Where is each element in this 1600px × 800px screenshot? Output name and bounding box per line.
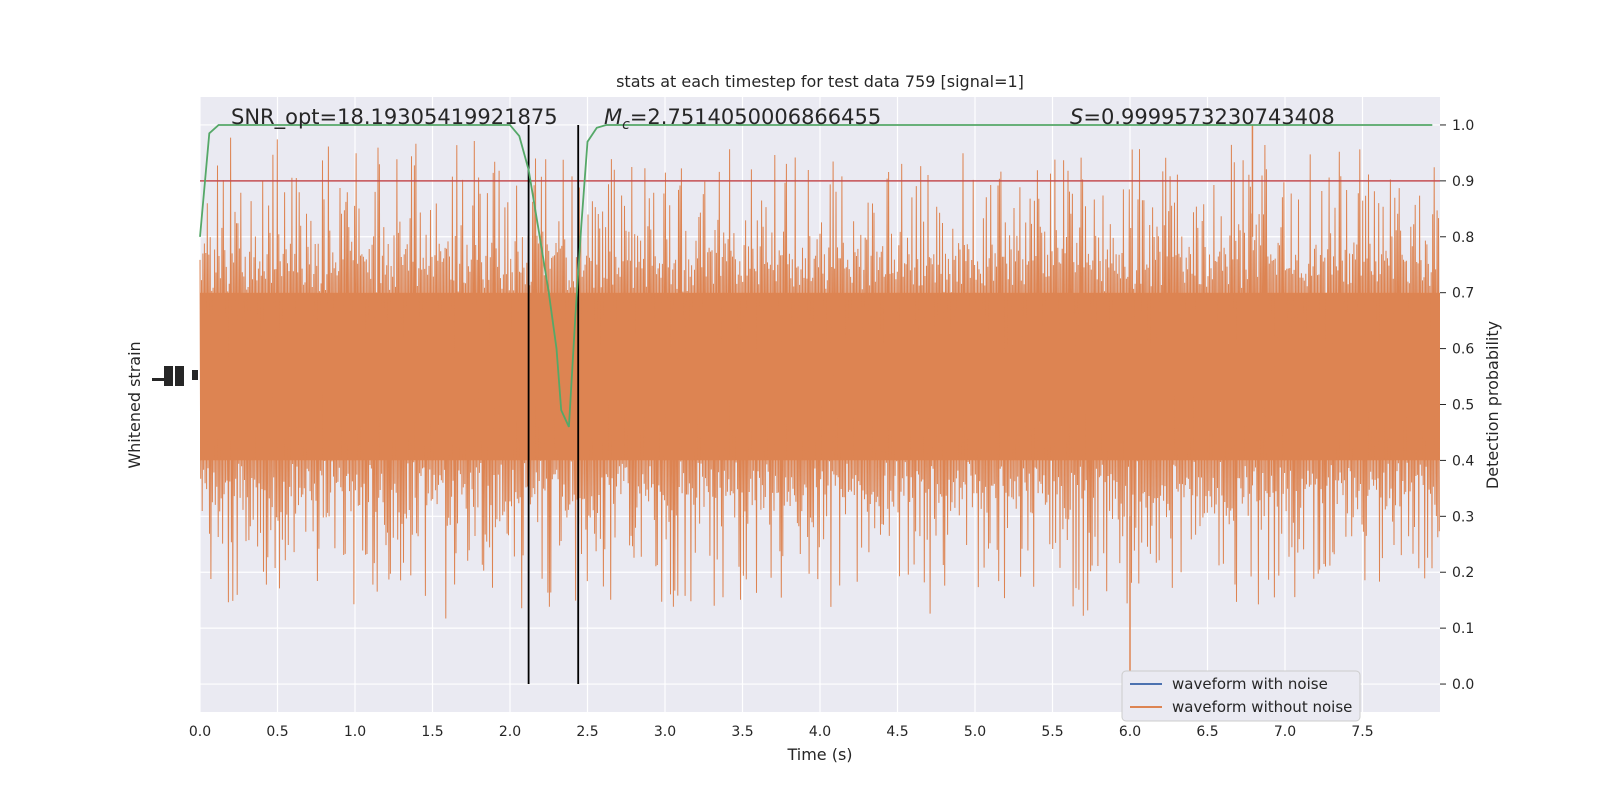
y-tick-label: 0.3 (1452, 509, 1474, 525)
snr-annotation: SNR_opt=18.19305419921875 (231, 105, 558, 130)
y-tick-label: 0.1 (1452, 621, 1474, 637)
y-tick-label: 0.9 (1452, 174, 1474, 190)
y-tick-label: 1.0 (1452, 118, 1474, 134)
legend: waveform with noise waveform without noi… (1121, 670, 1361, 722)
left-axis-overlapping-ticks (152, 366, 198, 386)
x-tick-label: 5.0 (964, 724, 986, 740)
chart-title: stats at each timestep for test data 759… (616, 72, 1024, 91)
x-tick-label: 3.5 (731, 724, 753, 740)
chirp-mass-annotation: Mc=2.7514050006866455 (604, 105, 881, 133)
x-tick-label: 6.0 (1119, 724, 1141, 740)
x-tick-label: 0.5 (266, 724, 288, 740)
y-tick-label: 0.8 (1452, 230, 1474, 246)
y-tick-label: 0.5 (1452, 398, 1474, 414)
s-symbol: S (1070, 105, 1083, 129)
s-value: =0.9999573230743408 (1083, 105, 1334, 129)
detection-probability-line (199, 124, 1433, 428)
y-tick-label: 0.4 (1452, 453, 1474, 469)
right-y-axis-label: Detection probability (1483, 321, 1502, 489)
x-tick-label: 1.5 (421, 724, 443, 740)
chirp-mass-symbol: M (604, 105, 622, 129)
x-tick-label: 2.0 (499, 724, 521, 740)
y-tick-label: 0.6 (1452, 342, 1474, 358)
y-tick-label: 0.2 (1452, 565, 1474, 581)
x-tick-label: 1.0 (344, 724, 366, 740)
x-tick-label: 0.0 (189, 724, 211, 740)
x-tick-label: 2.5 (576, 724, 598, 740)
x-tick-label: 7.5 (1351, 724, 1373, 740)
y-tick-label: 0.7 (1452, 286, 1474, 302)
x-tick-label: 4.0 (809, 724, 831, 740)
chirp-mass-subscript: c (622, 117, 630, 133)
x-tick-label: 6.5 (1196, 724, 1218, 740)
legend-label-clean: waveform without noise (1172, 698, 1352, 716)
x-tick-label: 5.5 (1041, 724, 1063, 740)
x-axis-label: Time (s) (786, 745, 852, 764)
waveform-without-noise-line (199, 137, 1440, 619)
legend-label-noise: waveform with noise (1172, 675, 1328, 693)
waveform-without-noise-series (199, 124, 1440, 685)
x-axis-ticks: 0.0 0.5 1.0 1.5 2.0 2.5 3.0 3.5 4.0 4.5 5.0 5.5 6.0 6… (189, 724, 1374, 740)
x-tick-label: 4.5 (886, 724, 908, 740)
legend-box (1121, 670, 1361, 722)
s-annotation: S=0.9999573230743408 (1070, 105, 1335, 129)
right-y-axis-ticks: 0.0 0.1 0.2 0.3 0.4 0.5 0.6 0.7 0.8 0.9 1.0 (1440, 118, 1474, 693)
left-y-axis-label: Whitened strain (125, 341, 144, 468)
x-tick-label: 7.0 (1274, 724, 1296, 740)
y-tick-label: 0.0 (1452, 677, 1474, 693)
x-tick-label: 3.0 (654, 724, 676, 740)
chirp-mass-value: =2.7514050006866455 (630, 105, 881, 129)
probability-layer (199, 124, 1440, 685)
